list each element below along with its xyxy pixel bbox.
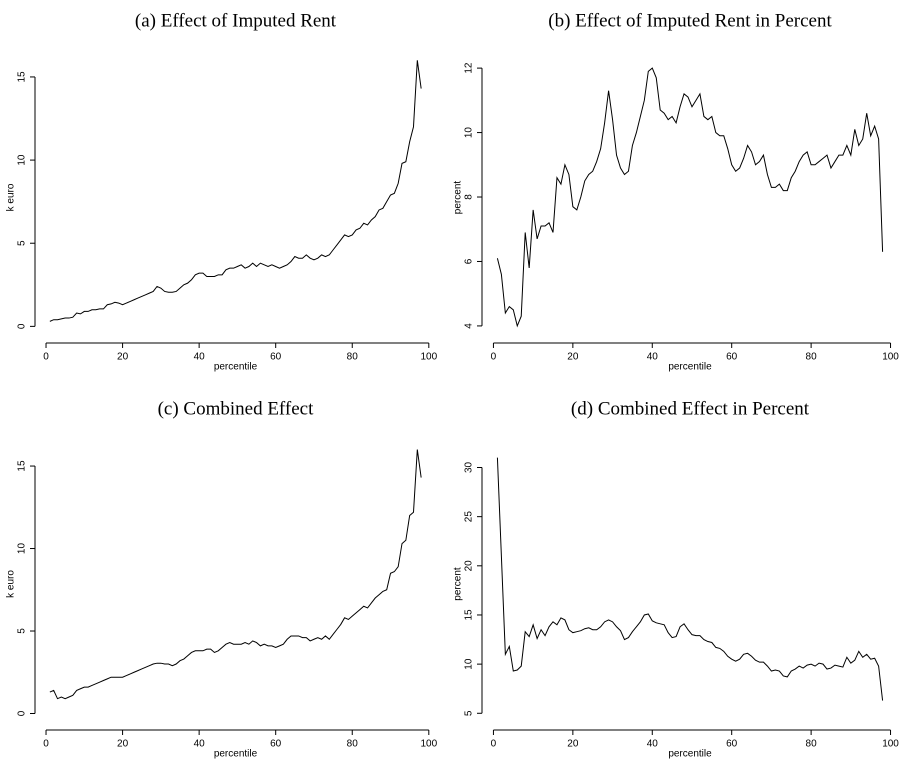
x-tick-label: 40 bbox=[194, 739, 206, 750]
x-tick-label: 0 bbox=[491, 352, 497, 363]
x-tick-label: 0 bbox=[491, 739, 497, 750]
x-tick-label: 0 bbox=[43, 352, 49, 363]
x-axis-title: percentile bbox=[214, 749, 258, 760]
x-tick-label: 100 bbox=[420, 739, 437, 750]
x-tick-label: 80 bbox=[347, 352, 359, 363]
x-tick-label: 20 bbox=[567, 352, 579, 363]
panel-title: (b) Effect of Imputed Rent in Percent bbox=[548, 10, 832, 31]
x-tick-label: 80 bbox=[806, 739, 818, 750]
x-tick-label: 40 bbox=[647, 739, 659, 750]
y-tick-label: 4 bbox=[464, 323, 475, 329]
y-tick-label: 0 bbox=[17, 323, 28, 329]
panel-title: (a) Effect of Imputed Rent bbox=[135, 10, 337, 31]
x-tick-label: 20 bbox=[567, 739, 579, 750]
y-tick-label: 6 bbox=[464, 258, 475, 264]
data-line bbox=[496, 67, 884, 328]
y-tick-label: 10 bbox=[464, 127, 475, 139]
x-axis-title: percentile bbox=[214, 362, 258, 373]
data-line bbox=[496, 457, 884, 701]
x-tick-label: 100 bbox=[882, 352, 899, 363]
x-tick-label: 100 bbox=[882, 739, 899, 750]
x-tick-label: 60 bbox=[726, 739, 738, 750]
y-tick-label: 0 bbox=[17, 710, 28, 716]
panel-title: (c) Combined Effect bbox=[158, 398, 315, 419]
x-tick-label: 0 bbox=[43, 739, 49, 750]
x-axis-title: percentile bbox=[668, 362, 712, 373]
y-tick-label: 12 bbox=[464, 62, 475, 74]
y-tick-label: 10 bbox=[17, 543, 28, 555]
y-tick-label: 5 bbox=[464, 710, 475, 716]
y-tick-label: 10 bbox=[17, 154, 28, 166]
y-tick-label: 10 bbox=[464, 658, 475, 670]
x-axis-title: percentile bbox=[668, 749, 712, 760]
y-tick-label: 15 bbox=[17, 71, 28, 83]
y-axis-title: k euro bbox=[6, 570, 17, 598]
x-tick-label: 20 bbox=[117, 352, 129, 363]
x-tick-label: 80 bbox=[806, 352, 818, 363]
y-tick-label: 15 bbox=[17, 460, 28, 472]
y-tick-label: 30 bbox=[464, 461, 475, 473]
x-tick-label: 20 bbox=[117, 739, 129, 750]
y-tick-label: 8 bbox=[464, 194, 475, 200]
y-tick-label: 5 bbox=[17, 628, 28, 634]
y-axis-title: k euro bbox=[6, 183, 17, 211]
x-tick-label: 40 bbox=[194, 352, 206, 363]
y-tick-label: 20 bbox=[464, 560, 475, 572]
y-tick-label: 15 bbox=[464, 609, 475, 621]
y-tick-label: 5 bbox=[17, 240, 28, 246]
x-tick-label: 60 bbox=[270, 739, 282, 750]
y-axis-title: percent bbox=[453, 567, 464, 601]
x-tick-label: 80 bbox=[347, 739, 359, 750]
y-tick-label: 25 bbox=[464, 511, 475, 523]
x-tick-label: 40 bbox=[647, 352, 659, 363]
data-line bbox=[49, 449, 422, 700]
panel-title: (d) Combined Effect in Percent bbox=[571, 398, 810, 419]
x-tick-label: 60 bbox=[270, 352, 282, 363]
y-axis-title: percent bbox=[453, 181, 464, 215]
data-line bbox=[49, 60, 422, 322]
x-tick-label: 100 bbox=[420, 352, 437, 363]
x-tick-label: 60 bbox=[726, 352, 738, 363]
